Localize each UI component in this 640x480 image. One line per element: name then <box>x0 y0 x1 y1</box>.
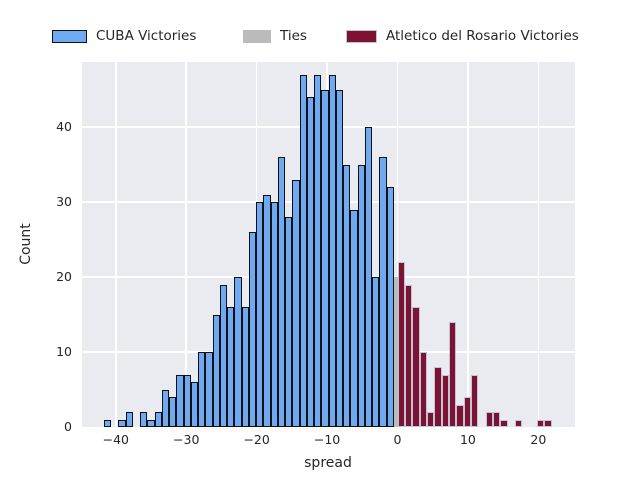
y-tick-label: 30 <box>56 194 72 210</box>
histogram-bar <box>419 352 428 427</box>
histogram-bar <box>314 74 322 427</box>
histogram-bar <box>227 307 235 427</box>
x-gridline <box>396 62 399 427</box>
x-tick-label: −20 <box>243 432 270 447</box>
plot-area <box>82 62 575 427</box>
histogram-bar <box>212 314 220 427</box>
histogram-bar <box>441 374 449 427</box>
histogram-bar <box>299 74 307 427</box>
histogram-bar <box>544 419 552 427</box>
histogram-bar <box>285 217 293 427</box>
ties-swatch <box>243 29 271 43</box>
histogram-bar <box>118 419 126 427</box>
histogram-bar <box>485 412 493 427</box>
legend-label: CUBA Victories <box>96 28 197 44</box>
histogram-bar <box>147 419 155 427</box>
histogram-bar <box>427 412 435 427</box>
histogram-bar <box>372 277 380 427</box>
histogram-bar <box>161 389 170 427</box>
histogram-bar <box>219 284 228 427</box>
histogram-bar <box>328 74 336 427</box>
histogram-bar <box>393 277 398 427</box>
x-tick-label: 20 <box>530 432 547 447</box>
x-tick-label: −10 <box>313 432 341 447</box>
histogram-bar <box>386 187 394 427</box>
legend-item-cuba-victories: CUBA Victories <box>52 28 196 44</box>
histogram-bar <box>103 419 112 427</box>
legend-label: Atletico del Rosario Victories <box>386 28 579 44</box>
histogram-bar <box>241 307 249 427</box>
x-tick-label: −30 <box>173 432 200 447</box>
histogram-bar <box>140 412 148 427</box>
histogram-bar <box>292 179 300 427</box>
histogram-bar <box>449 322 457 427</box>
histogram-bar <box>379 157 387 427</box>
histogram-bar <box>343 164 351 427</box>
histogram-bar <box>364 127 373 427</box>
histogram-bar <box>434 367 442 427</box>
histogram-bar <box>270 202 278 427</box>
histogram-bar <box>234 277 242 427</box>
histogram-bar <box>169 397 177 427</box>
histogram-bar <box>263 194 271 427</box>
histogram-bar <box>514 419 523 427</box>
histogram-bar <box>412 307 420 427</box>
histogram-bar <box>183 374 191 427</box>
histogram-bar <box>405 284 413 427</box>
y-tick-label: 40 <box>56 119 72 135</box>
histogram-bar <box>492 412 501 427</box>
histogram-bar <box>198 352 206 427</box>
x-gridline <box>185 62 187 427</box>
histogram-bar <box>277 157 286 427</box>
x-gridline <box>115 62 117 427</box>
legend: CUBA Victories Ties Atletico del Rosario… <box>0 28 640 48</box>
histogram-bar <box>306 97 315 427</box>
histogram-bar <box>321 89 329 427</box>
histogram-bar <box>176 374 184 427</box>
histogram-bar <box>205 352 213 427</box>
histogram-bar <box>397 262 406 427</box>
histogram-bar <box>248 232 257 427</box>
histogram-bar <box>125 412 133 427</box>
histogram-bar <box>357 164 365 427</box>
x-gridline <box>537 62 540 427</box>
x-tick-label: −40 <box>102 432 129 447</box>
y-tick-label: 0 <box>64 419 72 434</box>
histogram-bar <box>500 419 508 427</box>
histogram-bar <box>536 419 545 427</box>
legend-item-atletico-victories: Atletico del Rosario Victories <box>346 28 579 44</box>
y-axis-label: Count <box>18 223 34 265</box>
x-axis-label: spread <box>304 455 352 471</box>
histogram-bar <box>190 382 199 427</box>
histogram-bar <box>456 404 464 427</box>
x-gridline <box>467 62 469 427</box>
cuba-victories-swatch <box>52 29 87 43</box>
histogram-bar <box>335 89 344 427</box>
histogram-bar <box>463 397 471 427</box>
legend-item-ties: Ties <box>243 28 307 44</box>
histogram-bar <box>154 412 162 427</box>
histogram-bar <box>350 209 358 427</box>
y-tick-label: 10 <box>56 344 72 360</box>
legend-label: Ties <box>280 28 307 44</box>
x-tick-label: 10 <box>459 432 476 447</box>
y-tick-label: 20 <box>56 269 72 285</box>
histogram-bar <box>470 374 479 427</box>
atletico-victories-swatch <box>346 29 377 43</box>
x-tick-label: 0 <box>393 432 402 447</box>
histogram-bar <box>256 202 264 427</box>
